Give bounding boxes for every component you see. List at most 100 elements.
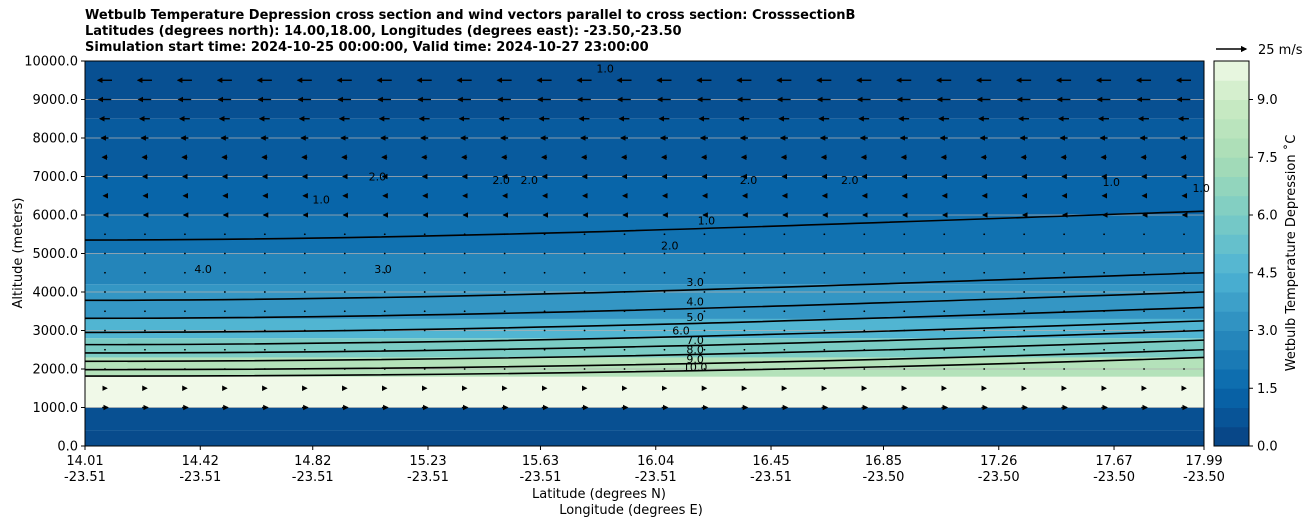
wind-vector-14-21 [943, 348, 946, 351]
wind-vector-11-0 [104, 291, 106, 293]
contour-label-4: 1.0 [1192, 182, 1210, 195]
quiver-key-label: 25 m/s [1258, 43, 1303, 58]
colorbar-segment-19 [1214, 61, 1249, 81]
x-tick-lat-3: 15.23 [409, 454, 446, 469]
field-band-5 [85, 318, 1204, 339]
wind-vector-8-4 [263, 233, 266, 236]
x-tick-lon-5: -23.51 [635, 470, 677, 485]
wind-vector-15-20 [903, 368, 906, 370]
wind-vector-14-27 [1183, 348, 1185, 351]
x-tick-lat-1: 14.42 [182, 454, 219, 469]
wind-vector-14-0 [104, 348, 106, 351]
wind-vector-12-8 [423, 310, 426, 313]
wind-vector-13-10 [503, 329, 506, 332]
contour-label-9: 2.0 [740, 174, 758, 187]
wind-vector-9-23 [1023, 252, 1026, 255]
y-tick-label-7: 7000.0 [33, 170, 79, 185]
wind-vector-9-12 [583, 252, 586, 255]
field-band-10 [85, 118, 1204, 177]
wind-vector-8-23 [1023, 233, 1026, 236]
field-band-1 [85, 407, 1204, 431]
x-tick-lon-6: -23.51 [750, 470, 792, 485]
y-tick-label-9: 9000.0 [33, 93, 79, 108]
wind-vector-14-16 [743, 348, 746, 351]
colorbar-segment-8 [1214, 272, 1249, 293]
wind-vector-9-6 [343, 252, 346, 255]
field-band-7 [85, 253, 1204, 285]
wind-vector-15-16 [743, 368, 746, 370]
field-band-11 [85, 61, 1204, 119]
wind-vector-8-24 [1063, 233, 1066, 236]
x-tick-lat-4: 15.63 [522, 454, 559, 469]
x-axis: 14.01-23.5114.42-23.5114.82-23.5115.23-2… [64, 446, 1225, 485]
wind-vector-12-9 [463, 310, 466, 313]
x-tick-lat-6: 16.45 [752, 454, 789, 469]
wind-vector-9-0 [104, 252, 106, 255]
colorbar-tick-label-5: 7.5 [1257, 151, 1278, 166]
contour-line-5.0 [85, 306, 1204, 334]
wind-vector-9-7 [383, 252, 386, 255]
wind-vector-14-23 [1023, 348, 1026, 351]
wind-vector-10-13 [623, 271, 626, 274]
x-tick-lat-0: 14.01 [66, 454, 103, 469]
contour-label-11: 3.0 [374, 263, 392, 276]
wind-vector-12-4 [263, 310, 266, 313]
wind-vector-12-18 [823, 310, 826, 313]
wind-vector-12-21 [943, 310, 946, 313]
wind-vector-14-2 [184, 348, 186, 351]
wind-vector-12-12 [583, 310, 586, 313]
wind-vector-9-9 [463, 252, 466, 255]
wind-vector-10-20 [903, 271, 906, 274]
wind-vector-8-15 [703, 233, 706, 236]
wind-vector-10-26 [1143, 271, 1145, 274]
wind-vector-12-26 [1143, 310, 1145, 313]
wind-vector-14-3 [223, 348, 226, 351]
wind-vector-12-1 [144, 310, 146, 313]
wind-vector-14-11 [543, 348, 546, 351]
wind-vector-11-21 [943, 291, 946, 293]
wind-vector-9-13 [623, 252, 626, 255]
wind-vector-14-8 [423, 348, 426, 351]
colorbar-segment-5 [1214, 330, 1249, 351]
colorbar-segment-9 [1214, 253, 1249, 274]
wind-vector-15-11 [543, 368, 546, 370]
wind-vector-8-5 [303, 233, 306, 236]
wind-vector-11-22 [983, 291, 986, 293]
wind-vector-9-8 [423, 252, 426, 255]
x-tick-lon-7: -23.50 [863, 470, 905, 485]
wind-vector-12-14 [663, 310, 666, 313]
contour-label-13: 4.0 [194, 263, 212, 276]
contour-label-17: 7.0 [686, 334, 704, 347]
wind-vector-13-6 [343, 329, 346, 332]
wind-vector-11-26 [1143, 291, 1145, 293]
colorbar-tick-label-3: 4.5 [1257, 266, 1278, 281]
wind-vector-12-10 [503, 310, 506, 313]
wind-vector-9-21 [943, 252, 946, 255]
quiver-key: 25 m/s [1216, 43, 1303, 58]
contour-label-12: 3.0 [686, 276, 704, 289]
wind-vector-14-19 [863, 348, 866, 351]
x-axis-label: Latitude (degrees N) [532, 487, 666, 502]
y-tick-label-4: 4000.0 [33, 286, 79, 301]
field-band-2 [85, 376, 1204, 408]
field-band-0 [85, 430, 1204, 446]
contour-line-6.0 [85, 320, 1204, 346]
wind-vector-9-11 [543, 252, 546, 255]
wind-vector-10-23 [1023, 271, 1026, 274]
wind-vector-10-3 [223, 271, 226, 274]
wind-vector-12-6 [343, 310, 346, 313]
wind-vector-13-1 [144, 329, 146, 332]
wind-vector-12-2 [184, 310, 186, 313]
colorbar-tick-label-4: 6.0 [1257, 209, 1278, 224]
chart-title-line-1: Wetbulb Temperature Depression cross sec… [85, 8, 856, 23]
wind-vector-9-20 [903, 252, 906, 255]
wind-vector-13-16 [743, 329, 746, 332]
contour-line-9.0 [85, 348, 1204, 371]
wind-vector-15-3 [223, 368, 226, 370]
colorbar-segment-16 [1214, 118, 1249, 139]
wind-vector-12-22 [983, 310, 986, 313]
x-tick-lat-8: 17.26 [980, 454, 1017, 469]
wind-vector-15-2 [184, 368, 186, 370]
colorbar-tick-label-0: 0.0 [1257, 440, 1278, 455]
wind-vector-10-22 [983, 271, 986, 274]
